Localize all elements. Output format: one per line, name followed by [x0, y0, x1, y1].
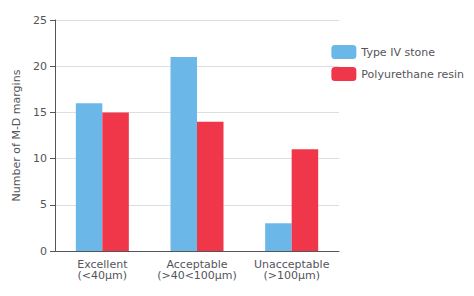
svg-text:Number of M-D margins: Number of M-D margins	[10, 69, 23, 201]
svg-text:Polyurethane resin: Polyurethane resin	[361, 68, 464, 81]
svg-text:25: 25	[33, 14, 47, 27]
svg-text:(>100μm): (>100μm)	[263, 269, 320, 282]
svg-text:Unacceptable: Unacceptable	[253, 258, 330, 271]
svg-text:(<40μm): (<40μm)	[78, 269, 128, 282]
svg-text:15: 15	[33, 106, 47, 119]
svg-text:10: 10	[33, 152, 47, 165]
svg-text:Excellent: Excellent	[77, 258, 128, 271]
svg-text:5: 5	[40, 198, 47, 211]
svg-text:(>40<100μm): (>40<100μm)	[157, 269, 237, 282]
svg-text:0: 0	[40, 245, 47, 258]
svg-text:Acceptable: Acceptable	[166, 258, 228, 271]
svg-text:Type IV stone: Type IV stone	[360, 46, 435, 59]
svg-text:20: 20	[33, 60, 47, 73]
